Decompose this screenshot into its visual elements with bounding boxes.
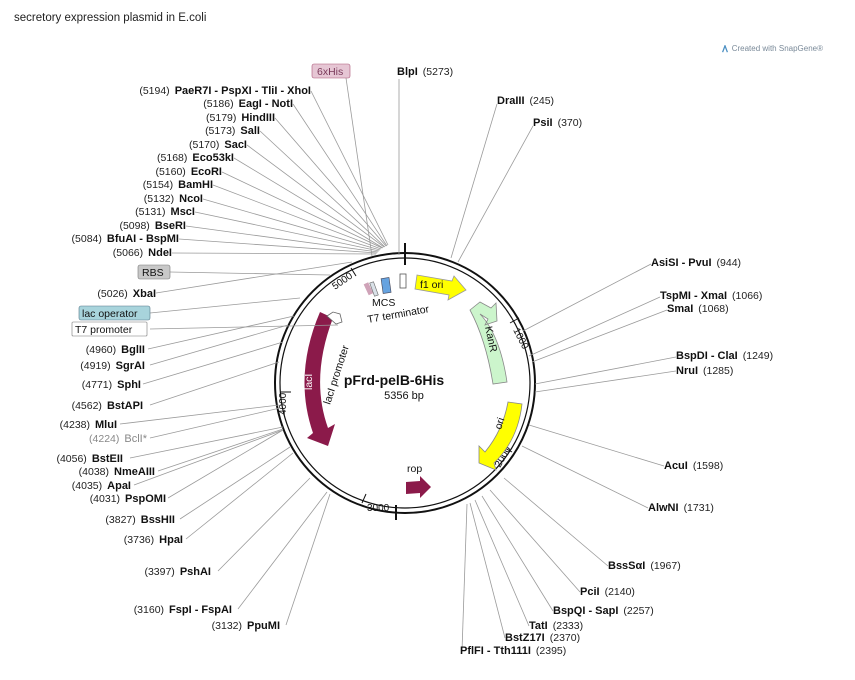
site-label[interactable]: TatI (2333): [529, 620, 583, 632]
site-label[interactable]: (5168) Eco53kI: [157, 152, 234, 164]
f1-ori-arrow[interactable]: [414, 274, 467, 301]
rbs-label: RBS: [142, 267, 164, 279]
site-label[interactable]: (4035) ApaI: [72, 480, 131, 492]
site-label[interactable]: AcuI (1598): [664, 460, 723, 472]
site-label[interactable]: (4056) BstEII: [56, 453, 123, 465]
site-label[interactable]: (3827) BssHII: [105, 514, 175, 526]
site-label[interactable]: (3160) FspI - FspAI: [134, 604, 232, 616]
mcs-block[interactable]: [369, 281, 379, 297]
site-label[interactable]: (4038) NmeAIII: [79, 466, 155, 478]
site-label[interactable]: (4031) PspOMI: [90, 493, 166, 505]
t7-terminator-block[interactable]: [380, 277, 392, 294]
rop-arrow[interactable]: [406, 476, 431, 498]
site-label[interactable]: (5066) NdeI: [113, 247, 172, 259]
laci-label: lacI: [303, 374, 315, 390]
his-tag-label: 6xHis: [317, 66, 343, 78]
his-tag-box[interactable]: [311, 63, 351, 79]
f1-ori-label: f1 ori: [420, 279, 443, 291]
credit-text: Created with SnapGene®: [731, 44, 823, 53]
site-label[interactable]: (4960) BglII: [86, 344, 145, 356]
t7-promoter-label: T7 promoter: [75, 324, 133, 336]
site-label[interactable]: NruI (1285): [676, 365, 733, 377]
site-label[interactable]: PsiI (370): [533, 117, 582, 129]
tick-1000: 1000: [510, 326, 530, 351]
site-label[interactable]: PciI (2140): [580, 586, 635, 598]
page-title: secretory expression plasmid in E.coli: [14, 12, 207, 24]
right-leader-lines: [398, 79, 677, 652]
left-site-labels: (5194) PaeR7I - PspXI - TliI - XhoI (5186…: [56, 85, 311, 632]
site-label[interactable]: SmaI (1068): [667, 303, 729, 315]
plasmid-size: 5356 bp: [384, 390, 424, 402]
lac-operator-label: lac operator: [82, 308, 138, 320]
site-label[interactable]: (5084) BfuAI - BspMI: [72, 233, 179, 245]
site-label[interactable]: AsiSI - PvuI (944): [651, 257, 741, 269]
t7-promoter-box[interactable]: [71, 321, 148, 337]
site-label[interactable]: (3397) PshAI: [144, 566, 211, 578]
snapgene-logo-icon: [721, 44, 728, 52]
site-label[interactable]: (4238) MluI: [60, 419, 117, 431]
site-label[interactable]: BspQI - SapI (2257): [553, 605, 654, 617]
ori-label: ori: [492, 416, 507, 431]
site-label[interactable]: (3736) HpaI: [124, 534, 183, 546]
kanr-label: KanR: [482, 325, 499, 354]
ori-arrow[interactable]: [478, 401, 523, 471]
site-label[interactable]: (5026) XbaI: [97, 288, 156, 300]
his-tag-block[interactable]: [363, 282, 374, 296]
rbs-block[interactable]: [399, 273, 407, 289]
lac-operator-box[interactable]: [78, 305, 151, 321]
mcs-label: MCS: [372, 297, 395, 309]
site-label[interactable]: (5154) BamHI: [143, 179, 213, 191]
site-label[interactable]: (4919) SgrAI: [80, 360, 145, 372]
snapgene-credit[interactable]: Created with SnapGene®: [721, 44, 823, 53]
kanr-arrow[interactable]: [469, 301, 508, 385]
site-label[interactable]: (5170) SacI: [189, 139, 247, 151]
right-site-labels: BlpI (5273) DraIII (245) PsiI (370) AsiSI -…: [397, 66, 773, 657]
site-label[interactable]: (4771) SphI: [82, 379, 141, 391]
site-label[interactable]: TspMI - XmaI (1066): [660, 290, 762, 302]
site-label[interactable]: (5160) EcoRI: [155, 166, 222, 178]
site-label[interactable]: DraIII (245): [497, 95, 554, 107]
site-label[interactable]: (5131) MscI: [135, 206, 195, 218]
tick-3000: 3000: [367, 503, 390, 514]
rbs-box[interactable]: [137, 264, 171, 280]
site-label[interactable]: BlpI (5273): [397, 66, 453, 78]
site-label[interactable]: (4224) BclI*: [89, 433, 148, 445]
tick-4000: 4000: [278, 392, 289, 415]
rop-label: rop: [407, 463, 422, 475]
laci-promoter-arrow[interactable]: [326, 311, 343, 325]
scale-ticks: [281, 267, 520, 504]
laci-arrow[interactable]: [304, 312, 335, 446]
left-leader-lines: [119, 77, 389, 626]
site-label[interactable]: (5186) EagI - NotI: [203, 98, 293, 110]
site-label[interactable]: (5132) NcoI: [144, 193, 203, 205]
site-label[interactable]: (5098) BseRI: [119, 220, 186, 232]
site-label[interactable]: (5179) HindIII: [206, 112, 275, 124]
site-label[interactable]: (3132) PpuMI: [212, 620, 280, 632]
site-label[interactable]: PflFI - Tth111I (2395): [460, 645, 566, 657]
site-label[interactable]: BssSαI (1967): [608, 560, 681, 572]
site-label[interactable]: BspDI - ClaI (1249): [676, 350, 773, 362]
site-label[interactable]: (5194) PaeR7I - PspXI - TliI - XhoI: [139, 85, 311, 97]
plasmid-name: pFrd-pelB-6His: [344, 372, 445, 388]
site-label[interactable]: BstZ17I (2370): [505, 632, 580, 644]
site-label[interactable]: (5173) SalI: [205, 125, 260, 137]
site-label[interactable]: (4562) BstAPI: [72, 400, 143, 412]
site-label[interactable]: AlwNI (1731): [648, 502, 714, 514]
